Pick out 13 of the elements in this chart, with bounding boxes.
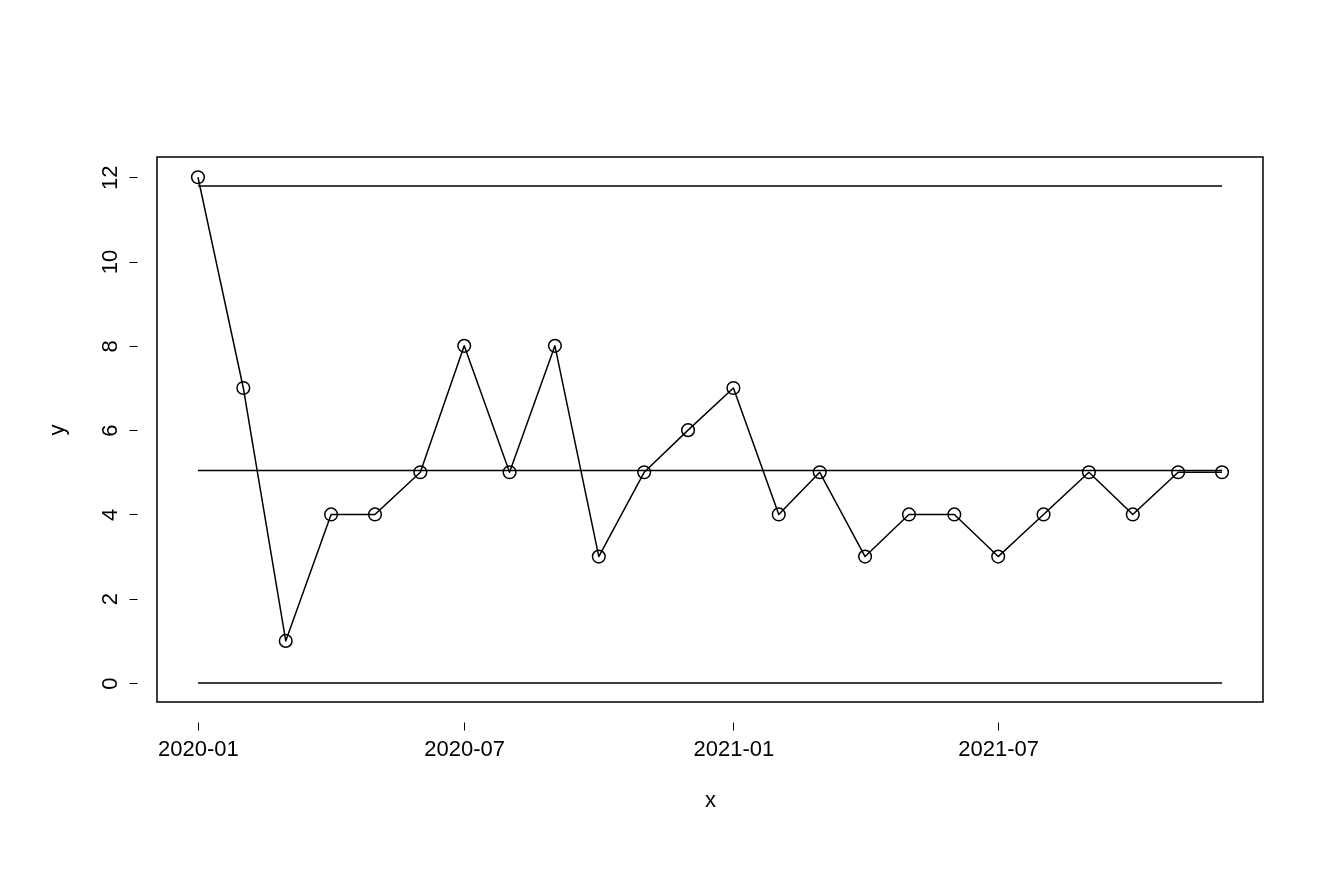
- x-tick-label: 2020-01: [158, 735, 239, 761]
- x-tick-label: 2021-07: [958, 735, 1040, 761]
- y-axis-title: y: [43, 424, 69, 436]
- x-tick-label: 2021-01: [693, 735, 775, 761]
- x-axis-title: x: [705, 786, 716, 812]
- y-tick-label: 10: [96, 249, 122, 275]
- y-tick-label: 6: [96, 424, 122, 437]
- y-tick-label: 8: [96, 340, 122, 353]
- y-tick-label: 2: [96, 593, 122, 606]
- y-tick-label: 12: [96, 165, 122, 190]
- y-tick-label: 0: [96, 677, 122, 690]
- x-tick-label: 2020-07: [424, 735, 506, 761]
- y-tick-label: 4: [96, 508, 122, 522]
